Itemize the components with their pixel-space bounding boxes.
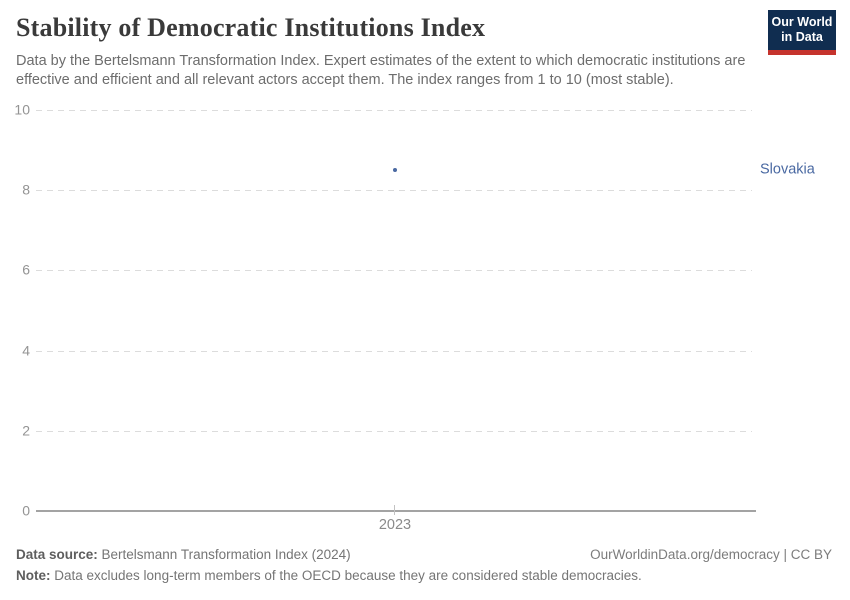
y-gridline xyxy=(36,430,752,432)
chart-subtitle: Data by the Bertelsmann Transformation I… xyxy=(16,53,746,88)
data-point-slovakia[interactable] xyxy=(393,168,397,173)
y-axis-tick-label: 4 xyxy=(22,342,30,359)
note-label: Note: xyxy=(16,568,51,583)
x-axis-tick-label: 2023 xyxy=(378,517,412,533)
our-world-in-data-logo[interactable]: Our World in Data xyxy=(768,10,836,55)
y-gridline xyxy=(36,110,752,111)
y-gridline xyxy=(36,350,752,352)
chart-title: Stability of Democratic Institutions Ind… xyxy=(16,13,486,42)
y-axis-tick-label: 10 xyxy=(14,101,30,118)
data-source-label: Data source: xyxy=(16,547,98,562)
y-axis-tick-label: 8 xyxy=(22,181,30,198)
x-axis-line xyxy=(36,510,756,512)
data-source-value: Bertelsmann Transformation Index (2024) xyxy=(97,547,351,562)
y-gridline xyxy=(36,270,752,272)
note-value: Data excludes long-term members of the O… xyxy=(50,568,642,583)
note-line: Note: Data excludes long-term members of… xyxy=(16,568,642,583)
logo-line-2: in Data xyxy=(781,30,823,44)
owid-credit-link[interactable]: OurWorldinData.org/democracy | CC BY xyxy=(590,547,832,562)
entity-label-slovakia[interactable]: Slovakia xyxy=(760,161,815,178)
y-axis-tick-label: 6 xyxy=(22,262,30,279)
y-axis-tick-label: 0 xyxy=(22,502,30,519)
y-gridline xyxy=(36,190,752,192)
logo-line-1: Our World xyxy=(771,15,833,29)
data-source-line: Data source: Bertelsmann Transformation … xyxy=(16,547,351,562)
y-axis-tick-label: 2 xyxy=(22,422,30,439)
x-axis-tick-mark xyxy=(394,505,395,515)
